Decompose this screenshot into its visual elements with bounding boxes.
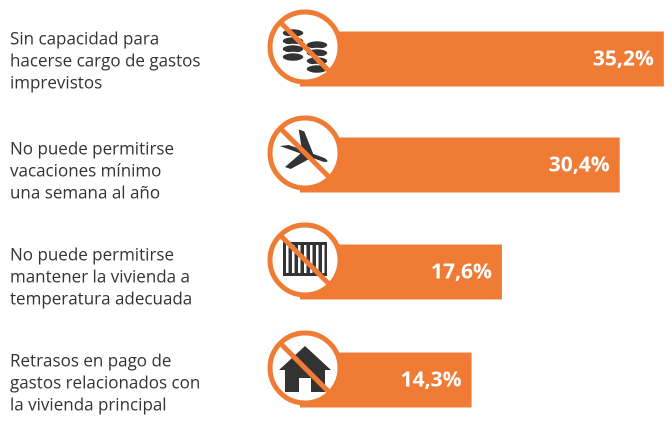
value-label: 35,2% (593, 45, 654, 73)
radiator-fin (298, 245, 301, 273)
category-label: vacaciones mínimo (10, 159, 161, 182)
category-label: Sin capacidad para (10, 27, 159, 50)
icon-slash (278, 126, 332, 180)
category-label: hacerse cargo de gastos (10, 49, 201, 72)
category-label: la vivienda principal (10, 393, 167, 416)
category-label: No puede permitirse (10, 243, 174, 266)
icon (267, 9, 343, 85)
coin (281, 51, 305, 63)
radiator-fin (286, 245, 289, 273)
value-label: 30,4% (549, 151, 610, 179)
icon (267, 115, 343, 191)
category-label: una semana al año (10, 181, 160, 204)
icon (267, 330, 343, 406)
category-label: gastos relacionados con (10, 371, 200, 394)
icon-slash (278, 20, 332, 74)
bar (300, 137, 620, 193)
radiator-fin (316, 245, 319, 273)
radiator-fin (310, 245, 313, 273)
value-label: 17,6% (431, 258, 492, 286)
radiator-fin (322, 245, 325, 273)
bar (300, 31, 664, 87)
category-label: Retrasos en pago de (10, 349, 171, 372)
icon-slash (278, 233, 332, 287)
category-label: temperatura adecuada (10, 287, 192, 310)
category-label: mantener la vivienda a (10, 265, 190, 288)
icon (267, 222, 343, 298)
value-label: 14,3% (401, 366, 462, 394)
radiator-fin (292, 245, 295, 273)
icon-slash (278, 341, 332, 395)
category-label: imprevistos (10, 71, 102, 94)
category-label: No puede permitirse (10, 137, 174, 160)
